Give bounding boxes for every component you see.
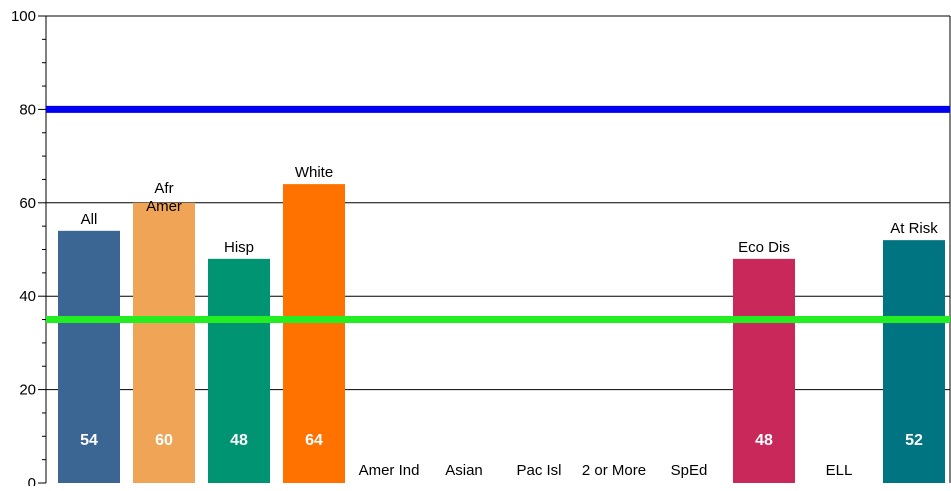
- category-label: White: [295, 164, 333, 181]
- bar-afr-amer: [133, 202, 195, 484]
- category-label: Amer Ind: [359, 462, 420, 479]
- y-tick-label: 0: [28, 475, 36, 486]
- category-label: All: [81, 211, 98, 228]
- category-label: Amer: [146, 198, 182, 215]
- bar-hisp: [208, 258, 270, 483]
- bar-eco-dis: [733, 258, 795, 483]
- data-label: 52: [905, 432, 923, 449]
- data-label: 64: [305, 432, 323, 449]
- category-label: Eco Dis: [738, 239, 790, 256]
- data-label: 48: [755, 432, 773, 449]
- bar-at-risk: [883, 240, 945, 483]
- category-label: ELL: [826, 462, 853, 479]
- category-label: Afr: [154, 180, 173, 197]
- category-label: Asian: [445, 462, 483, 479]
- category-label: Pac Isl: [516, 462, 561, 479]
- y-tick-label: 40: [19, 288, 36, 305]
- y-tick-label: 80: [19, 101, 36, 118]
- category-label: At Risk: [890, 220, 938, 237]
- category-label: Hisp: [224, 239, 254, 256]
- data-label: 48: [230, 432, 248, 449]
- bar-all: [58, 230, 120, 483]
- category-label: SpEd: [671, 462, 708, 479]
- y-tick-label: 100: [11, 8, 36, 25]
- category-label: 2 or More: [582, 462, 646, 479]
- data-label: 54: [80, 432, 98, 449]
- bar-white: [283, 184, 345, 483]
- y-tick-label: 20: [19, 382, 36, 399]
- data-label: 60: [155, 432, 173, 449]
- y-tick-label: 60: [19, 195, 36, 212]
